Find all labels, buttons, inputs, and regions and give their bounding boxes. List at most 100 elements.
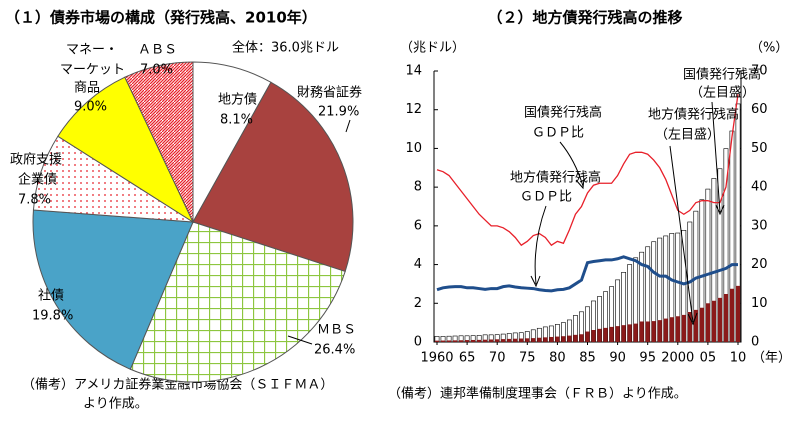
bar — [458, 340, 464, 342]
bar — [507, 338, 512, 342]
bar — [567, 335, 572, 342]
note: （備考）連邦準備制度理事会（ＦＲＢ）より作成。 — [388, 386, 687, 402]
bar — [633, 323, 638, 342]
slice-label: 政府支援 — [10, 153, 62, 168]
bar — [627, 324, 632, 342]
pie-slice — [57, 76, 195, 224]
bar — [537, 337, 542, 342]
note: より作成。 — [83, 397, 148, 412]
series-annotation: （左目盛） — [690, 86, 755, 101]
series-annotation: ＧＤＰ比 — [532, 126, 584, 141]
pie-slice — [129, 221, 346, 383]
arrow — [711, 101, 725, 216]
bar — [609, 326, 614, 342]
bar — [483, 339, 488, 342]
bar — [705, 303, 710, 342]
slice-label: 企業債 — [18, 172, 57, 188]
slice-label: マーケット — [60, 63, 125, 78]
x-tick-label: 80 — [549, 351, 566, 366]
bar — [621, 325, 626, 342]
pie-slice — [124, 61, 194, 223]
series-annotation: （左目盛） — [655, 128, 720, 143]
arrow — [559, 141, 585, 190]
bar — [440, 340, 446, 342]
x-tick-label: 95 — [639, 351, 656, 366]
line-series — [436, 94, 739, 247]
y-tick-label: 12 — [405, 102, 422, 117]
bar — [603, 327, 608, 342]
bar — [693, 309, 698, 342]
x-tick-label: 70 — [489, 351, 506, 366]
bar — [531, 338, 536, 342]
slice-label: ＭＢＳ — [317, 323, 356, 338]
series-annotation: ＧＤＰ比 — [520, 190, 572, 205]
bar — [615, 326, 620, 342]
slice-label: ＡＢＳ — [138, 43, 177, 58]
bar — [675, 316, 680, 342]
x-axis-label: （年） — [752, 351, 789, 366]
bar — [591, 329, 596, 342]
y2-tick-label: 70 — [751, 64, 768, 79]
bar — [446, 340, 452, 342]
y-tick-label: 2 — [414, 296, 422, 311]
slice-label: 財務省証券 — [297, 85, 362, 101]
y-tick-label: 0 — [414, 335, 422, 350]
bar — [663, 318, 668, 342]
bar — [501, 339, 506, 342]
bar-panel: （２）地方債発行残高の推移 （兆ドル） （%） （年） （備考）連邦準備制度理事… — [388, 9, 789, 402]
bar — [651, 321, 656, 342]
pie-slice — [32, 209, 194, 370]
bar — [525, 338, 530, 342]
chart-title: （２）地方債発行残高の推移 — [487, 9, 682, 27]
value-label: 8.1% — [220, 113, 253, 128]
value-label: 21.9% — [318, 105, 359, 120]
y-tick-label: 10 — [405, 141, 422, 156]
y2-tick-label: 50 — [751, 141, 768, 156]
bar — [723, 293, 729, 342]
bar — [699, 307, 704, 342]
series-annotation: 地方債発行残高 — [648, 107, 739, 123]
bar — [639, 321, 644, 342]
slice-label: マネー・ — [66, 43, 118, 58]
bar — [489, 339, 494, 342]
annotation-arrows — [287, 101, 725, 345]
bar — [465, 340, 470, 342]
note: （備考）アメリカ証券業金融市場協会（ＳＩＦＭＡ） — [22, 377, 333, 393]
bar — [549, 336, 554, 342]
x-tick-label: 75 — [519, 351, 536, 366]
y2-tick-label: 10 — [751, 296, 768, 311]
bar — [687, 311, 692, 342]
x-tick-label: 90 — [609, 351, 626, 366]
leader-line — [287, 335, 313, 345]
value-label: 26.4% — [314, 343, 355, 358]
x-tick-label: 05 — [700, 351, 717, 366]
value-label: 7.8% — [18, 193, 51, 208]
series-annotation: 地方債発行残高 — [510, 170, 601, 186]
leader-line — [345, 119, 351, 133]
bar — [471, 339, 476, 342]
bar — [561, 336, 566, 342]
y-tick-label: 4 — [414, 257, 422, 272]
slice-label: 地方債 — [218, 92, 257, 108]
pie-slice — [192, 81, 354, 273]
y-tick-label: 8 — [414, 180, 422, 195]
y-axis-label: （兆ドル） — [400, 41, 465, 56]
bar — [513, 338, 518, 342]
y-tick-label: 14 — [405, 64, 422, 79]
series-annotation: 国債発行残高 — [524, 105, 602, 121]
pie-panel: （１）債券市場の構成（発行残高、2010年） 全体：36.0兆ドル （備考）アメ… — [5, 9, 362, 412]
slice-label: 商品 — [74, 81, 100, 96]
bar — [681, 314, 686, 342]
bar — [645, 321, 650, 342]
y2-tick-label: 40 — [751, 180, 768, 195]
bar — [579, 334, 584, 342]
y2-tick-label: 20 — [751, 257, 768, 272]
bar — [669, 317, 674, 342]
chart-title: （１）債券市場の構成（発行残高、2010年） — [5, 9, 317, 27]
y2-tick-label: 60 — [751, 102, 768, 117]
bar — [434, 340, 440, 342]
bar — [729, 288, 735, 342]
bar — [735, 285, 741, 342]
y2-axis-label: （%） — [750, 41, 788, 56]
